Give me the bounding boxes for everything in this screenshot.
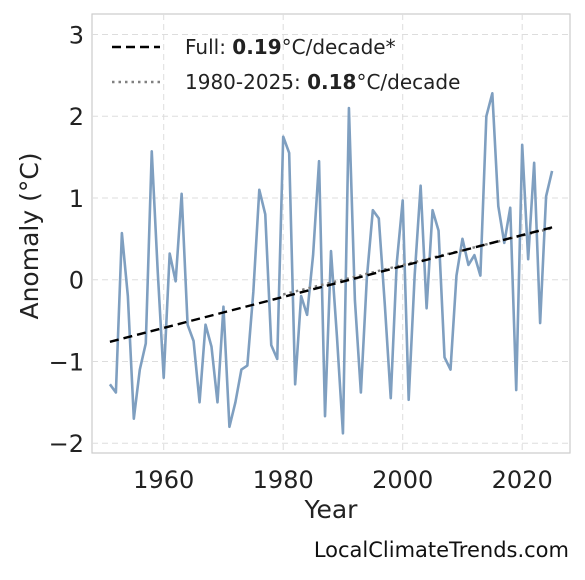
y-tick-label: −1 [49, 348, 84, 376]
y-tick-label: 3 [69, 21, 84, 49]
series-group [108, 92, 554, 435]
x-tick-label: 1980 [253, 466, 314, 494]
x-tick-label: 1960 [133, 466, 194, 494]
y-tick-label: 0 [69, 267, 84, 295]
legend-recent-suffix: °C/decade [356, 70, 460, 94]
legend-recent-prefix: 1980-2025: [185, 70, 307, 94]
legend-full-suffix: °C/decade* [282, 35, 396, 59]
x-tick-labels: 1960 1980 2000 2020 [133, 466, 553, 494]
anomaly-series-line [108, 92, 554, 435]
y-tick-label: 1 [69, 185, 84, 213]
plot-background [91, 13, 571, 454]
full-trend-line [109, 226, 553, 343]
recent-trend-line [282, 227, 553, 296]
y-tick-label: 2 [69, 103, 84, 131]
y-tick-labels: −2 −1 0 1 2 3 [49, 21, 84, 458]
grid [92, 14, 570, 453]
credit-text: LocalClimateTrends.com [313, 538, 569, 562]
legend-full-prefix: Full: [185, 35, 232, 59]
legend: Full: 0.19°C/decade* 1980-2025: 0.18°C/d… [112, 35, 460, 94]
legend-recent-value: 0.18 [307, 70, 356, 94]
y-axis-label: Anomaly (°C) [15, 152, 44, 319]
legend-full-value: 0.19 [232, 35, 281, 59]
legend-label-full: Full: 0.19°C/decade* [185, 35, 396, 59]
y-tick-label: −2 [49, 430, 84, 458]
legend-label-recent: 1980-2025: 0.18°C/decade [185, 70, 460, 94]
x-tick-label: 2000 [372, 466, 433, 494]
x-axis-label: Year [304, 495, 359, 524]
x-tick-label: 2020 [492, 466, 553, 494]
